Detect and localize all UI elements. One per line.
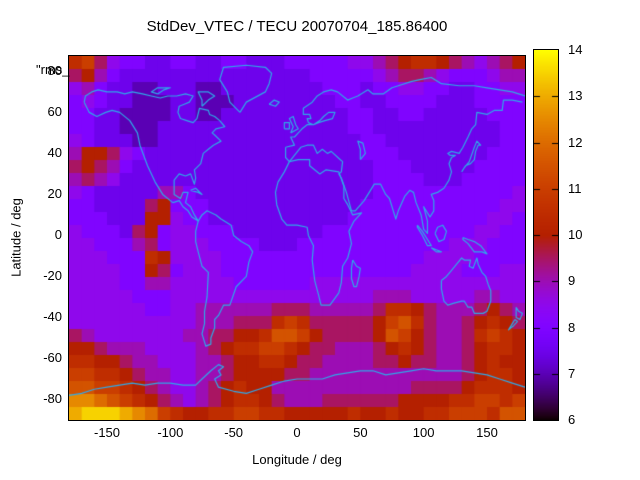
key-overlay-text: "rms_ [36,62,70,77]
heatmap-canvas [69,56,525,420]
colorbar-tick-label: 11 [568,180,582,196]
colorbar-canvas [534,50,558,420]
x-tick-label: -50 [224,425,244,440]
colorbar-tick-label: 14 [568,42,583,57]
colorbar-tick-label: 13 [568,88,583,104]
colorbar-tick-label: 8 [568,319,576,335]
y-tick-label: 60 [47,104,62,120]
y-tick-label: -40 [43,309,62,325]
x-tick-label: 150 [476,425,498,440]
y-tick-label: -20 [43,268,62,284]
chart-title: StdDev_VTEC / TECU 20070704_185.86400 [146,18,448,35]
x-axis-label: Longitude / deg [252,452,342,467]
x-tick-label: 100 [412,425,435,440]
colorbar-tick-label: 12 [568,134,583,150]
y-tick-label: 0 [54,227,62,243]
x-tick-label: -100 [157,425,184,440]
y-tick-label: -60 [43,350,62,366]
y-tick-label: -80 [43,391,62,407]
colorbar-tick-label: 10 [568,227,583,242]
colorbar-tick-label: 9 [568,273,576,289]
x-tick-label: 0 [293,425,301,440]
y-tick-label: 20 [47,186,62,202]
y-tick-label: 80 [47,63,62,79]
x-tick-label: -150 [93,425,121,440]
x-tick-label: 50 [353,425,368,440]
y-tick-label: 40 [47,145,62,161]
colorbar-tick-label: 7 [568,365,576,381]
colorbar-tick-label: 6 [568,412,576,427]
